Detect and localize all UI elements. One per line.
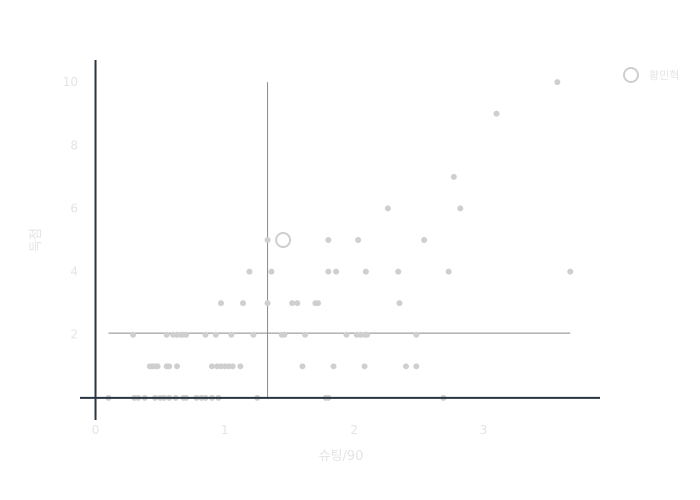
- data-point: [413, 363, 420, 370]
- x-axis-title: 슈팅/90: [319, 449, 364, 464]
- legend-marker: [623, 67, 639, 83]
- data-point: [396, 300, 403, 307]
- data-point: [264, 237, 271, 243]
- y-tick-label: 2: [70, 328, 78, 342]
- data-point: [445, 268, 452, 275]
- x-tick-label: 1: [221, 423, 229, 437]
- legend-label: 황민혁: [649, 69, 679, 82]
- data-point: [163, 331, 170, 338]
- data-point: [554, 79, 561, 86]
- data-point: [228, 331, 235, 338]
- data-point: [246, 268, 253, 275]
- data-point: [402, 363, 409, 370]
- data-point: [493, 110, 500, 117]
- data-point: [250, 331, 257, 338]
- data-point: [166, 363, 173, 370]
- data-point: [289, 300, 296, 307]
- data-point: [174, 363, 181, 370]
- scatter-points: [105, 79, 574, 401]
- data-point: [212, 331, 219, 338]
- data-point: [361, 363, 368, 370]
- data-point: [333, 268, 340, 275]
- data-point: [208, 363, 215, 370]
- data-point: [364, 331, 371, 338]
- data-point: [343, 331, 350, 338]
- y-tick-label: 6: [70, 201, 78, 215]
- data-point: [130, 331, 137, 338]
- data-point: [217, 300, 224, 307]
- data-point: [450, 173, 457, 180]
- data-point: [268, 268, 275, 275]
- data-point: [281, 331, 288, 338]
- data-point: [299, 363, 306, 370]
- data-point: [294, 300, 301, 307]
- data-point: [239, 300, 246, 307]
- data-point: [567, 268, 574, 275]
- reference-lines: [108, 82, 571, 398]
- y-tick-label: 10: [63, 75, 78, 89]
- axes: [80, 60, 600, 420]
- x-tick-label: 0: [92, 423, 100, 437]
- data-point: [362, 268, 369, 275]
- x-tick-label: 2: [350, 423, 358, 437]
- data-point: [264, 300, 271, 307]
- data-point: [202, 331, 209, 338]
- data-point: [325, 268, 332, 275]
- tick-labels: 0 1 2 3 2 4 6 8 10: [63, 75, 488, 437]
- data-point: [395, 268, 402, 275]
- data-point: [229, 363, 236, 370]
- y-tick-label: 8: [70, 138, 78, 152]
- data-point: [325, 237, 332, 243]
- data-point: [237, 363, 244, 370]
- data-point: [384, 205, 391, 212]
- data-point: [315, 300, 322, 307]
- data-point: [302, 331, 309, 338]
- data-point: [413, 331, 420, 338]
- y-axis-title: 득점: [29, 228, 44, 252]
- y-tick-label: 4: [70, 265, 78, 279]
- data-point: [457, 205, 464, 212]
- data-point: [183, 331, 190, 338]
- x-tick-label: 3: [480, 423, 488, 437]
- data-point: [421, 237, 428, 243]
- highlight-point: [275, 232, 292, 248]
- legend: 황민혁: [623, 67, 679, 83]
- data-point: [330, 363, 337, 370]
- data-point: [154, 363, 161, 370]
- data-point: [355, 237, 362, 243]
